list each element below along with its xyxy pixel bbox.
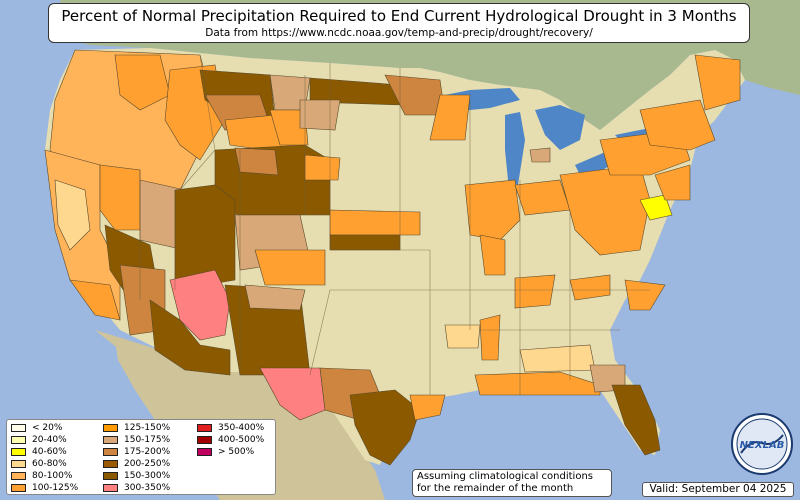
legend-label: 175-200% <box>124 447 171 457</box>
legend-item: 20-40% <box>11 434 103 446</box>
legend-item: 60-80% <box>11 458 103 470</box>
legend-label: 300-350% <box>124 483 171 493</box>
legend-swatch <box>103 436 118 444</box>
legend-item: 350-400% <box>197 422 277 434</box>
legend-item: < 20% <box>11 422 103 434</box>
mexico-land <box>95 330 385 500</box>
legend-item: 40-60% <box>11 446 103 458</box>
legend-swatch <box>103 448 118 456</box>
legend-item: 125-150% <box>103 422 197 434</box>
legend-swatch <box>11 448 26 456</box>
legend-item: 300-350% <box>103 482 197 494</box>
assumption-note: Assuming climatological conditions for t… <box>412 469 612 497</box>
map-subtitle: Data from https://www.ncdc.noaa.gov/temp… <box>205 27 593 39</box>
legend-label: 200-250% <box>124 459 171 469</box>
legend-label: 150-175% <box>124 435 171 445</box>
legend-swatch <box>11 484 26 492</box>
legend-label: 125-150% <box>124 423 171 433</box>
legend-label: 60-80% <box>32 459 67 469</box>
legend-item: > 500% <box>197 446 277 458</box>
nexlab-logo: NEXLAB <box>731 413 793 475</box>
legend-swatch <box>197 424 212 432</box>
legend-item: 400-500% <box>197 434 277 446</box>
legend-label: > 500% <box>218 447 255 457</box>
legend-swatch <box>197 448 212 456</box>
legend-label: 100-125% <box>32 483 79 493</box>
legend-item: 200-250% <box>103 458 197 470</box>
legend: < 20% 20-40% 40-60% 60-80% 80-100% 100-125% 12… <box>6 419 276 495</box>
legend-item: 175-200% <box>103 446 197 458</box>
legend-swatch <box>103 424 118 432</box>
legend-swatch <box>11 460 26 468</box>
legend-label: < 20% <box>32 423 63 433</box>
logo-text: NEXLAB <box>740 440 785 451</box>
legend-swatch <box>103 484 118 492</box>
legend-label: 40-60% <box>32 447 67 457</box>
legend-item: 80-100% <box>11 470 103 482</box>
legend-swatch <box>11 472 26 480</box>
baja-land <box>115 340 185 445</box>
legend-label: 80-100% <box>32 471 73 481</box>
legend-swatch <box>11 424 26 432</box>
legend-label: 350-400% <box>218 423 265 433</box>
valid-date: Valid: September 04 2025 <box>642 482 794 497</box>
legend-item: 150-175% <box>103 434 197 446</box>
legend-label: 400-500% <box>218 435 265 445</box>
legend-swatch <box>103 472 118 480</box>
legend-swatch <box>197 436 212 444</box>
state-borders <box>99 54 650 395</box>
legend-item: 150-300% <box>103 470 197 482</box>
map-title: Percent of Normal Precipitation Required… <box>61 7 737 25</box>
legend-label: 20-40% <box>32 435 67 445</box>
legend-item: 100-125% <box>11 482 103 494</box>
note-line-1: Assuming climatological conditions <box>417 471 593 482</box>
legend-swatch <box>11 436 26 444</box>
legend-swatch <box>103 460 118 468</box>
drought-regions <box>44 49 741 466</box>
note-line-2: for the remainder of the month <box>417 483 574 494</box>
legend-label: 150-300% <box>124 471 171 481</box>
title-box: Percent of Normal Precipitation Required… <box>48 3 750 43</box>
